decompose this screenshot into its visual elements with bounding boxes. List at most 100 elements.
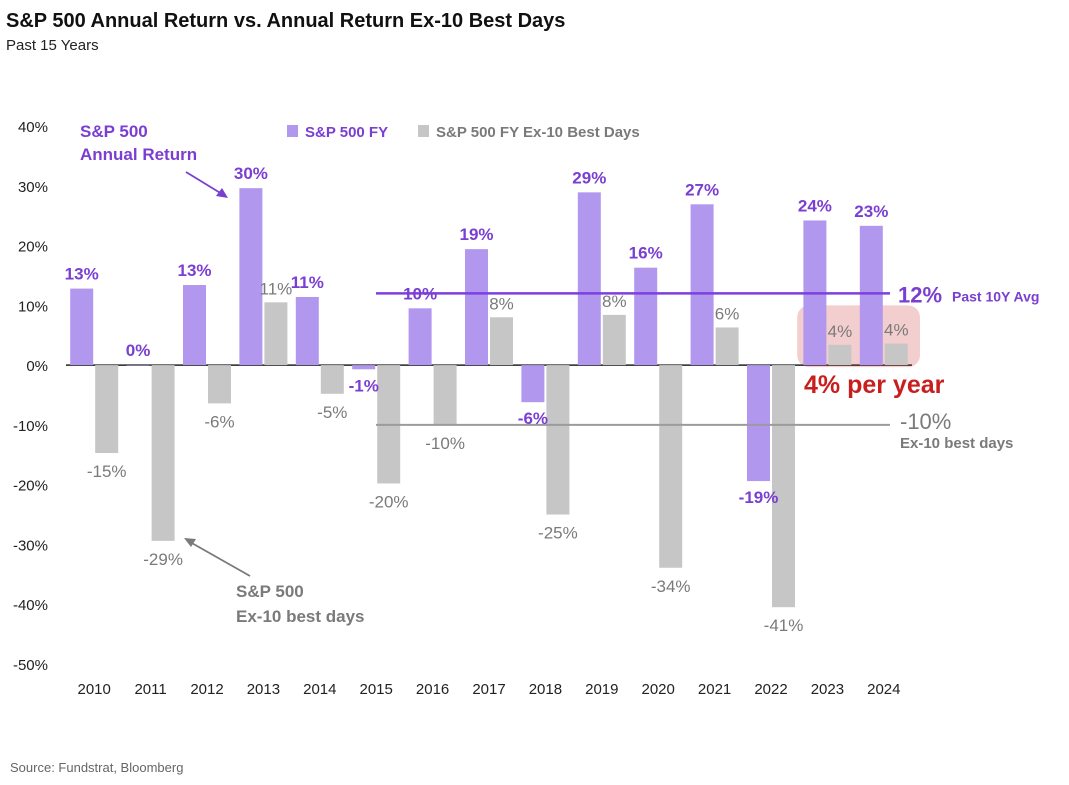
- bar-labels: 13% -15% 0% -29% 13% -6% 30% 11%11% -5%-1% -20% 10…: [65, 164, 909, 635]
- bar-label-fy: 29%: [572, 168, 606, 187]
- annotation-ex10-arrow: [189, 541, 251, 577]
- bar-label-ex10: -41%: [764, 616, 804, 635]
- bar-sp500-fy: [295, 296, 319, 366]
- bar-label-ex10: -6%: [204, 412, 234, 431]
- avg-line-value: 12%: [898, 282, 942, 307]
- bar-label-fy: 10%: [403, 284, 437, 303]
- bar-sp500-fy: [239, 188, 263, 366]
- y-axis-ticks: 40% 30% 20% 10% 0% -10% -20% -30% -40% -50%: [13, 119, 48, 674]
- bar-label-fy: 23%: [854, 202, 888, 221]
- bar-label-ex10: 11%: [260, 279, 293, 298]
- bar-sp500-fy: [690, 204, 714, 366]
- bar-label-fy: 13%: [65, 265, 99, 284]
- bar-sp500-fy: [577, 192, 601, 366]
- bar-sp500-ex10: [208, 365, 231, 404]
- bar-label-ex10: -5%: [317, 403, 347, 422]
- y-tick-label: 30%: [18, 179, 48, 196]
- bar-sp500-ex10: [320, 365, 344, 394]
- y-tick-label: -50%: [13, 657, 48, 674]
- bar-sp500-ex10: [433, 365, 457, 425]
- bar-label-fy: 0%: [126, 341, 151, 360]
- annotation-fy-line1: S&P 500: [80, 122, 148, 141]
- bar-sp500-ex10: [602, 314, 626, 366]
- bar-sp500-fy: [465, 249, 488, 366]
- bar-sp500-fy: [521, 365, 545, 403]
- bar-sp500-ex10: [659, 365, 683, 568]
- bar-sp500-ex10: [772, 365, 795, 608]
- x-tick-label: 2012: [190, 681, 223, 698]
- bar-label-ex10: 8%: [602, 292, 627, 311]
- avg-line-label: Past 10Y Avg: [952, 288, 1039, 304]
- bar-sp500-fy: [126, 365, 150, 366]
- annotation-ex10-line2: Ex-10 best days: [236, 607, 365, 626]
- x-tick-label: 2024: [867, 681, 900, 698]
- legend-label-ex10: S&P 500 FY Ex-10 Best Days: [436, 124, 640, 141]
- chart-subtitle: Past 15 Years: [6, 37, 99, 54]
- y-tick-label: -10%: [13, 418, 48, 435]
- bar-label-fy: 30%: [234, 164, 268, 183]
- bar-label-fy: 19%: [459, 225, 493, 244]
- bar-label-ex10: 4%: [884, 321, 909, 340]
- bar-label-ex10: -34%: [651, 577, 691, 596]
- y-tick-label: 0%: [26, 358, 48, 375]
- bar-sp500-ex10: [546, 365, 570, 515]
- annotation-fy-arrowhead: [216, 188, 228, 198]
- legend-swatch-fy: [287, 125, 298, 137]
- x-tick-label: 2023: [811, 681, 844, 698]
- legend-swatch-ex10: [418, 125, 429, 137]
- bar-sp500-ex10: [828, 344, 852, 366]
- x-tick-label: 2011: [134, 681, 166, 698]
- bar-label-ex10: 4%: [828, 322, 853, 341]
- ex10-avg-value: -10%: [900, 409, 951, 434]
- annotations: S&P 500 Annual Return S&P 500 Ex-10 best da…: [80, 122, 945, 626]
- bar-sp500-fy: [408, 308, 432, 366]
- legend: S&P 500 FY S&P 500 FY Ex-10 Best Days: [287, 124, 640, 141]
- bar-label-fy: -19%: [739, 488, 779, 507]
- bar-label-fy: -6%: [518, 409, 548, 428]
- bar-label-ex10: 6%: [715, 304, 740, 323]
- y-tick-label: -30%: [13, 537, 48, 554]
- x-tick-label: 2018: [529, 681, 562, 698]
- bar-label-ex10: -20%: [369, 492, 409, 511]
- legend-label-fy: S&P 500 FY: [305, 124, 388, 141]
- bar-sp500-fy: [183, 285, 206, 366]
- y-tick-label: 40%: [18, 119, 48, 136]
- bar-sp500-ex10: [884, 343, 908, 366]
- bar-label-fy: 11%: [291, 273, 324, 292]
- bar-label-ex10: -10%: [425, 434, 465, 453]
- x-tick-label: 2022: [754, 681, 787, 698]
- y-tick-label: -20%: [13, 478, 48, 495]
- bar-label-ex10: -15%: [87, 462, 127, 481]
- bar-sp500-ex10: [151, 365, 175, 541]
- bar-label-fy: -1%: [349, 376, 379, 395]
- annotation-fy-arrow: [185, 171, 223, 195]
- x-axis-ticks: 2010 2011 2012 2013 2014 2015 2016 2017 2018 2019…: [78, 681, 901, 698]
- bar-sp500-ex10: [490, 317, 513, 366]
- annotation-fy-line2: Annual Return: [80, 145, 197, 164]
- y-tick-label: 20%: [18, 239, 48, 256]
- x-tick-label: 2020: [642, 681, 675, 698]
- bar-sp500-fy: [352, 365, 376, 370]
- source-note: Source: Fundstrat, Bloomberg: [10, 760, 184, 775]
- bar-sp500-fy: [747, 365, 770, 482]
- x-tick-label: 2014: [303, 681, 336, 698]
- x-tick-label: 2015: [360, 681, 393, 698]
- bar-label-ex10: 8%: [489, 294, 514, 313]
- chart-title: S&P 500 Annual Return vs. Annual Return …: [6, 10, 566, 32]
- x-tick-label: 2017: [472, 681, 505, 698]
- x-tick-label: 2021: [698, 681, 731, 698]
- annotation-per-year: 4% per year: [804, 371, 945, 399]
- x-tick-label: 2016: [416, 681, 449, 698]
- x-tick-label: 2013: [247, 681, 280, 698]
- bar-sp500-fy: [70, 288, 94, 366]
- y-tick-label: -40%: [13, 597, 48, 614]
- bar-label-ex10: -25%: [538, 524, 578, 543]
- bar-sp500-fy: [859, 225, 883, 366]
- y-tick-label: 10%: [18, 298, 48, 315]
- bar-label-fy: 27%: [685, 180, 719, 199]
- bar-label-fy: 13%: [177, 261, 211, 280]
- reference-lines: 12% Past 10Y Avg-10%Ex-10 best days: [376, 282, 1039, 452]
- annotation-ex10-line1: S&P 500: [236, 582, 304, 601]
- bar-sp500-ex10: [95, 365, 119, 453]
